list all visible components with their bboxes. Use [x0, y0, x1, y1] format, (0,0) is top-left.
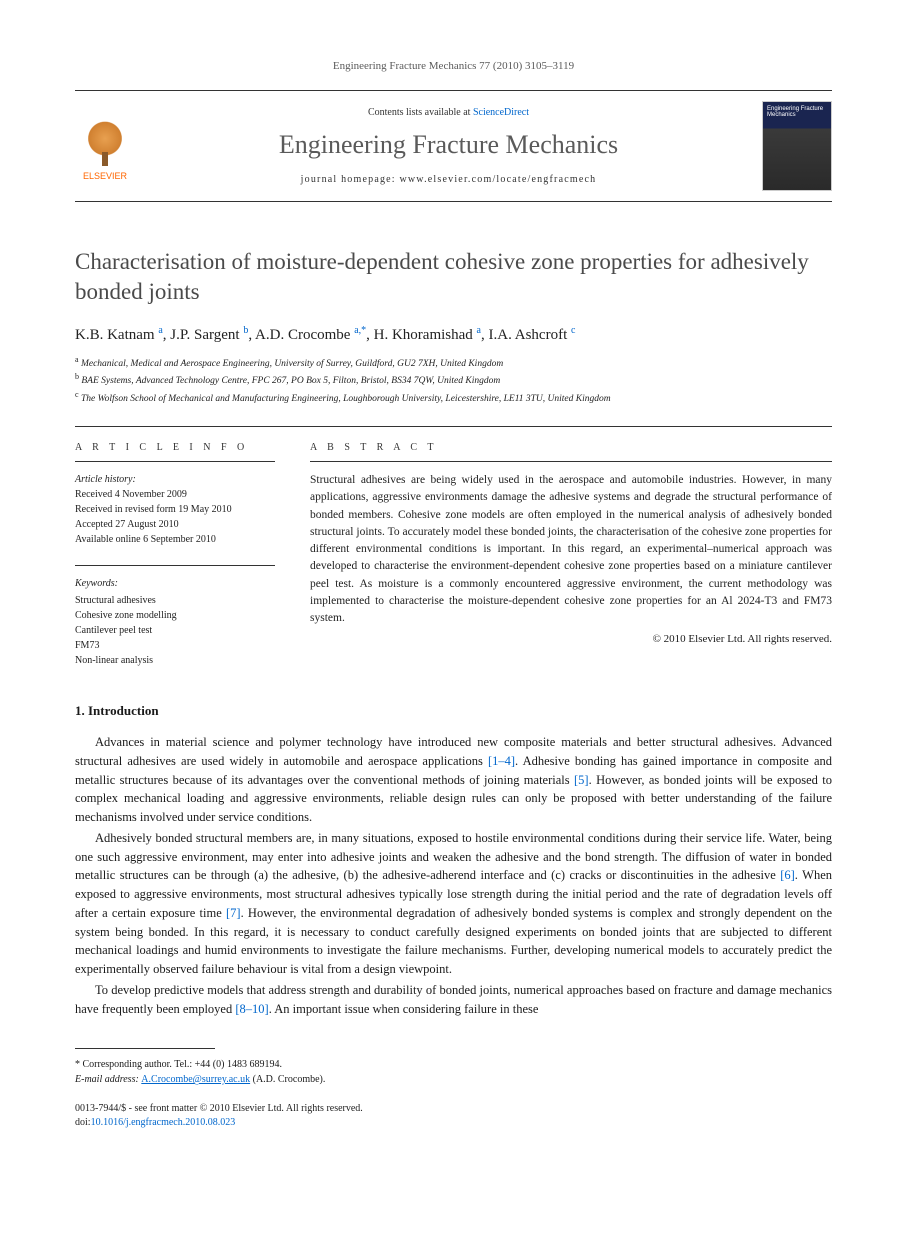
footnote-separator [75, 1048, 215, 1049]
email-line: E-mail address: A.Crocombe@surrey.ac.uk … [75, 1072, 832, 1087]
footer-metadata: 0013-7944/$ - see front matter © 2010 El… [75, 1102, 832, 1130]
citation-link[interactable]: [1–4] [488, 754, 515, 768]
email-suffix: (A.D. Crocombe). [250, 1074, 325, 1085]
section-heading-introduction: 1. Introduction [75, 703, 832, 719]
article-info-heading: A R T I C L E I N F O [75, 442, 275, 462]
front-matter-line: 0013-7944/$ - see front matter © 2010 El… [75, 1102, 832, 1116]
email-label: E-mail address: [75, 1074, 141, 1085]
citation-link[interactable]: [5] [574, 773, 589, 787]
doi-line: doi:10.1016/j.engfracmech.2010.08.023 [75, 1116, 832, 1130]
abstract-heading: A B S T R A C T [310, 442, 832, 462]
info-abstract-row: A R T I C L E I N F O Article history: R… [75, 426, 832, 668]
journal-name: Engineering Fracture Mechanics [149, 130, 748, 160]
keyword: Cantilever peel test [75, 623, 275, 638]
elsevier-tree-icon [80, 121, 130, 171]
body-paragraph: Advances in material science and polymer… [75, 733, 832, 827]
citation-link[interactable]: [8–10] [235, 1002, 268, 1016]
history-line: Received 4 November 2009 [75, 487, 275, 502]
history-line: Received in revised form 19 May 2010 [75, 502, 275, 517]
keyword: Cohesive zone modelling [75, 608, 275, 623]
history-label: Article history: [75, 472, 275, 487]
affiliation-line: c The Wolfson School of Mechanical and M… [75, 389, 832, 406]
affiliation-line: b BAE Systems, Advanced Technology Centr… [75, 371, 832, 388]
contents-prefix: Contents lists available at [368, 107, 473, 118]
history-line: Accepted 27 August 2010 [75, 517, 275, 532]
publisher-label: ELSEVIER [83, 171, 127, 181]
corr-email-link[interactable]: A.Crocombe@surrey.ac.uk [141, 1074, 250, 1085]
keywords-block: Keywords: Structural adhesives Cohesive … [75, 565, 275, 668]
article-info-column: A R T I C L E I N F O Article history: R… [75, 442, 275, 668]
doi-prefix: doi: [75, 1117, 91, 1128]
citation-link[interactable]: [6] [780, 868, 795, 882]
abstract-copyright: © 2010 Elsevier Ltd. All rights reserved… [310, 633, 832, 645]
header-citation: Engineering Fracture Mechanics 77 (2010)… [75, 60, 832, 72]
body-paragraph: Adhesively bonded structural members are… [75, 829, 832, 979]
contents-available-line: Contents lists available at ScienceDirec… [149, 107, 748, 118]
journal-cover-thumbnail: Engineering Fracture Mechanics [762, 101, 832, 191]
article-history: Article history: Received 4 November 200… [75, 472, 275, 547]
keyword: FM73 [75, 638, 275, 653]
sciencedirect-link[interactable]: ScienceDirect [473, 107, 529, 118]
article-title: Characterisation of moisture-dependent c… [75, 247, 832, 307]
affiliation-line: a Mechanical, Medical and Aerospace Engi… [75, 354, 832, 371]
keyword: Structural adhesives [75, 593, 275, 608]
history-line: Available online 6 September 2010 [75, 532, 275, 547]
keyword: Non-linear analysis [75, 653, 275, 668]
corr-author-line: * Corresponding author. Tel.: +44 (0) 14… [75, 1057, 832, 1072]
elsevier-logo: ELSEVIER [75, 111, 135, 181]
introduction-section: 1. Introduction Advances in material sci… [75, 703, 832, 1018]
authors-line: K.B. Katnam a, J.P. Sargent b, A.D. Croc… [75, 325, 832, 344]
masthead-center: Contents lists available at ScienceDirec… [149, 107, 748, 185]
citation-link[interactable]: [7] [226, 906, 241, 920]
keywords-label: Keywords: [75, 576, 275, 591]
journal-masthead: ELSEVIER Contents lists available at Sci… [75, 90, 832, 202]
body-paragraph: To develop predictive models that addres… [75, 981, 832, 1019]
abstract-text: Structural adhesives are being widely us… [310, 472, 832, 627]
abstract-column: A B S T R A C T Structural adhesives are… [310, 442, 832, 668]
cover-text: Engineering Fracture Mechanics [767, 106, 823, 118]
doi-link[interactable]: 10.1016/j.engfracmech.2010.08.023 [91, 1117, 236, 1128]
journal-homepage: journal homepage: www.elsevier.com/locat… [149, 174, 748, 185]
corresponding-author-footnote: * Corresponding author. Tel.: +44 (0) 14… [75, 1057, 832, 1087]
affiliations-block: a Mechanical, Medical and Aerospace Engi… [75, 354, 832, 406]
